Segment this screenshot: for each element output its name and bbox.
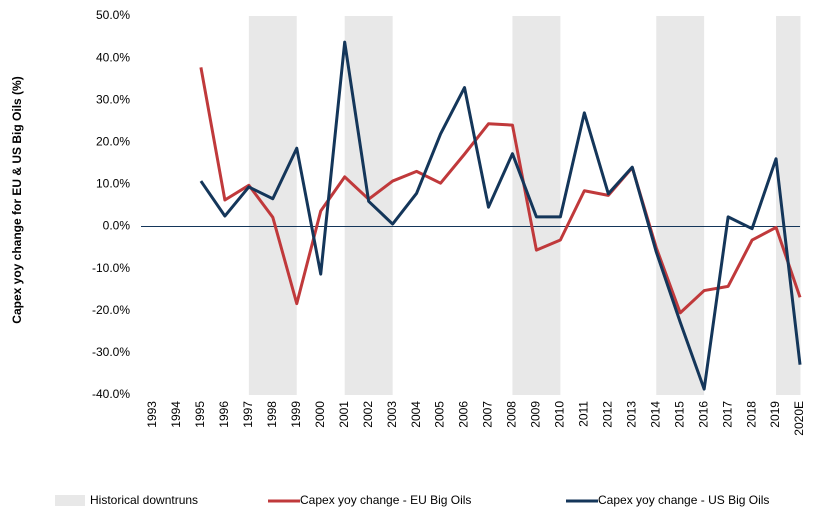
x-tick-label: 1995 bbox=[193, 401, 207, 428]
legend-label: Capex yoy change - EU Big Oils bbox=[300, 493, 471, 507]
x-tick-label: 2009 bbox=[529, 401, 543, 428]
x-tick-label: 1999 bbox=[289, 401, 303, 428]
x-tick-label: 2000 bbox=[313, 401, 327, 428]
x-tick-label: 1998 bbox=[265, 401, 279, 428]
x-tick-label: 1997 bbox=[241, 401, 255, 428]
y-tick-label: 50.0% bbox=[96, 8, 130, 22]
x-tick-label: 2001 bbox=[337, 401, 351, 428]
x-tick-label: 2015 bbox=[672, 401, 686, 428]
downturn-band bbox=[248, 16, 297, 395]
x-tick-label: 2020E bbox=[792, 401, 806, 436]
legend-label: Capex yoy change - US Big Oils bbox=[598, 493, 769, 507]
x-tick-label: 2016 bbox=[696, 401, 710, 428]
x-tick-label: 2010 bbox=[553, 401, 567, 428]
x-tick-label: 2011 bbox=[577, 401, 591, 427]
y-tick-label: 0.0% bbox=[103, 219, 131, 233]
legend-label: Historical downtruns bbox=[90, 493, 198, 507]
y-tick-label: 20.0% bbox=[96, 135, 130, 149]
x-tick-label: 1994 bbox=[169, 401, 183, 428]
y-tick-label: -20.0% bbox=[92, 303, 130, 317]
x-tick-label: 2005 bbox=[433, 401, 447, 428]
x-tick-label: 2008 bbox=[505, 401, 519, 428]
downturn-band bbox=[344, 16, 393, 395]
legend-swatch bbox=[55, 495, 85, 506]
y-tick-label: -10.0% bbox=[92, 261, 130, 275]
x-tick-label: 2007 bbox=[481, 401, 495, 428]
downturn-band bbox=[656, 16, 705, 395]
series-line bbox=[199, 67, 802, 315]
x-tick-label: 2002 bbox=[361, 401, 375, 428]
x-tick-label: 2018 bbox=[744, 401, 758, 428]
x-tick-label: 2012 bbox=[600, 401, 614, 428]
y-tick-label: -30.0% bbox=[92, 345, 130, 359]
x-tick-label: 2019 bbox=[768, 401, 782, 428]
series-line bbox=[199, 40, 802, 391]
y-tick-label: 30.0% bbox=[96, 92, 130, 106]
x-tick-label: 1993 bbox=[145, 401, 159, 428]
x-tick-label: 1996 bbox=[217, 401, 231, 428]
downturn-band bbox=[512, 16, 561, 395]
y-tick-label: -40.0% bbox=[92, 387, 130, 401]
y-tick-label: 10.0% bbox=[96, 177, 130, 191]
x-tick-label: 2004 bbox=[409, 401, 423, 428]
x-tick-label: 2014 bbox=[648, 401, 662, 428]
y-tick-label: 40.0% bbox=[96, 50, 130, 64]
y-axis-title: Capex yoy change for EU & US Big Oils (%… bbox=[10, 76, 24, 323]
x-tick-label: 2003 bbox=[385, 401, 399, 428]
x-tick-label: 2006 bbox=[457, 401, 471, 428]
x-tick-label: 2017 bbox=[720, 401, 734, 428]
x-tick-label: 2013 bbox=[624, 401, 638, 428]
